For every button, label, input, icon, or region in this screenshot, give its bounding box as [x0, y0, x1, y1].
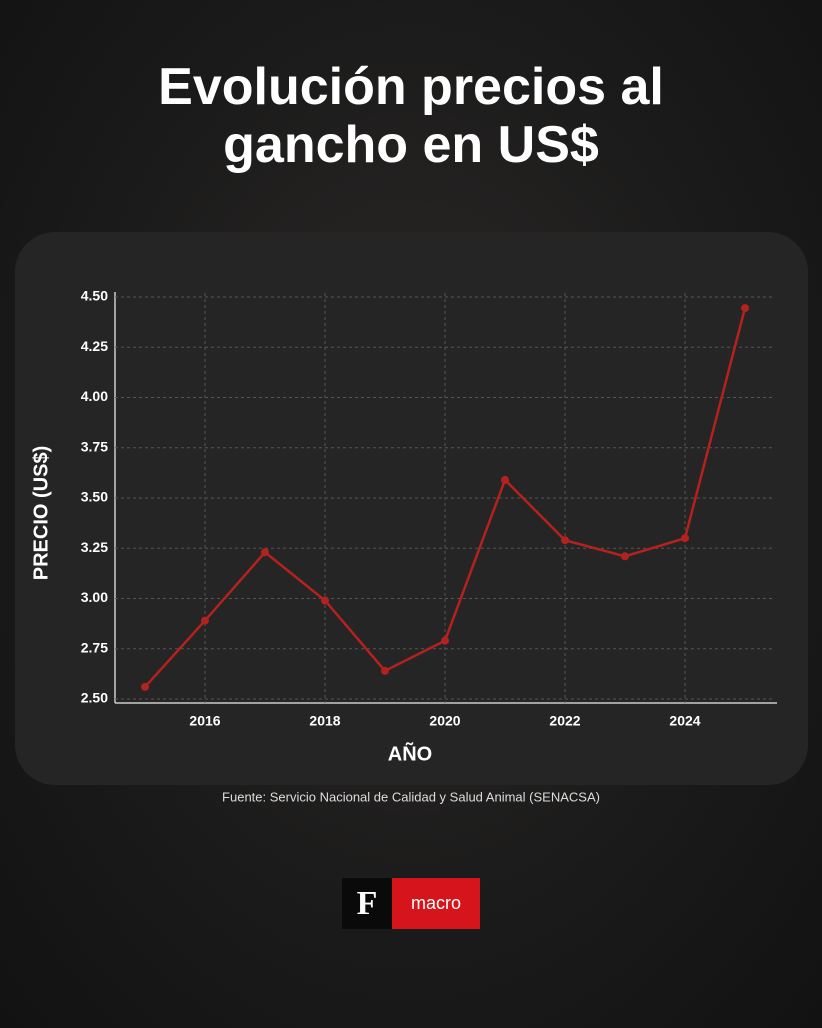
y-tick-label: 3.75: [81, 438, 108, 454]
y-tick-label: 2.50: [81, 690, 108, 706]
y-tick-label: 3.50: [81, 489, 108, 505]
title: Evolución precios al gancho en US$: [158, 58, 664, 174]
x-axis-label: AÑO: [388, 742, 432, 765]
x-tick-label: 2018: [309, 713, 340, 729]
y-tick-label: 4.25: [81, 338, 108, 354]
chart-card: [15, 232, 808, 785]
x-tick-label: 2016: [189, 713, 220, 729]
y-tick-label: 2.75: [81, 639, 108, 655]
data-point: [261, 548, 269, 557]
logo-text: macro: [392, 878, 480, 929]
data-point: [621, 552, 629, 561]
data-point: [381, 666, 389, 675]
data-point: [741, 304, 749, 313]
y-tick-label: 3.25: [81, 539, 108, 555]
source: Fuente: Servicio Nacional de Calidad y S…: [222, 789, 600, 804]
logo-letter: F: [342, 878, 392, 929]
x-tick-label: 2024: [669, 713, 700, 729]
data-point: [681, 534, 689, 543]
y-tick-label: 4.00: [81, 388, 108, 404]
data-point: [141, 682, 149, 691]
y-axis-label: PRECIO (US$): [30, 446, 52, 580]
y-tick-label: 3.00: [81, 589, 108, 605]
x-tick-label: 2022: [549, 713, 580, 729]
x-tick-label: 2020: [429, 713, 460, 729]
data-point: [321, 596, 329, 605]
data-point: [201, 616, 209, 625]
data-point: [561, 536, 569, 545]
data-point: [441, 636, 449, 645]
data-point: [501, 475, 509, 484]
y-tick-label: 4.50: [81, 288, 108, 304]
